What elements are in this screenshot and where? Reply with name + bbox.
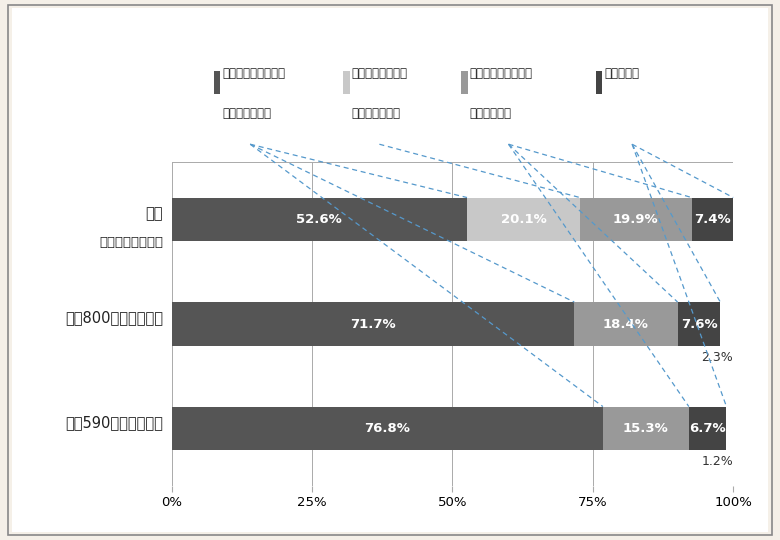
Bar — [603, 407, 689, 450]
Text: 7.4%: 7.4% — [694, 213, 731, 226]
Text: 1.2%: 1.2% — [701, 455, 733, 469]
Text: 71.7%: 71.7% — [350, 318, 395, 330]
Text: 全体: 全体 — [146, 206, 163, 221]
Bar — [172, 302, 574, 346]
Text: わからない: わからない — [604, 68, 640, 80]
Bar — [461, 71, 467, 94]
Bar — [343, 71, 349, 94]
Bar — [596, 71, 602, 94]
Text: 19.9%: 19.9% — [613, 213, 658, 226]
Text: 年収590万円未満世帯: 年収590万円未満世帯 — [66, 415, 163, 430]
Text: 所得要件の関係で、: 所得要件の関係で、 — [470, 68, 533, 80]
Text: 制度があったから、: 制度があったから、 — [223, 68, 285, 80]
Text: 18.4%: 18.4% — [603, 318, 649, 330]
Bar — [689, 407, 726, 450]
Text: 2.3%: 2.3% — [701, 351, 733, 364]
Text: 15.3%: 15.3% — [623, 422, 668, 435]
Text: 制度がなくても、: 制度がなくても、 — [352, 68, 408, 80]
Bar — [172, 198, 467, 241]
Text: 76.8%: 76.8% — [364, 422, 410, 435]
Text: （府外生を除く）: （府外生を除く） — [99, 236, 163, 249]
Bar — [692, 198, 733, 241]
Bar — [214, 71, 221, 94]
Bar — [574, 302, 678, 346]
Text: 制度の対象外: 制度の対象外 — [470, 106, 512, 119]
Bar — [580, 198, 692, 241]
Text: 年収800万円未満世帯: 年収800万円未満世帯 — [66, 310, 163, 325]
Text: 私立を選択した: 私立を選択した — [352, 106, 401, 119]
Bar — [172, 407, 603, 450]
Text: 20.1%: 20.1% — [501, 213, 546, 226]
Text: 7.6%: 7.6% — [681, 318, 718, 330]
Text: 私立を選択した: 私立を選択した — [223, 106, 271, 119]
Bar — [678, 302, 720, 346]
Text: 6.7%: 6.7% — [690, 422, 726, 435]
Text: 52.6%: 52.6% — [296, 213, 342, 226]
Bar — [467, 198, 580, 241]
